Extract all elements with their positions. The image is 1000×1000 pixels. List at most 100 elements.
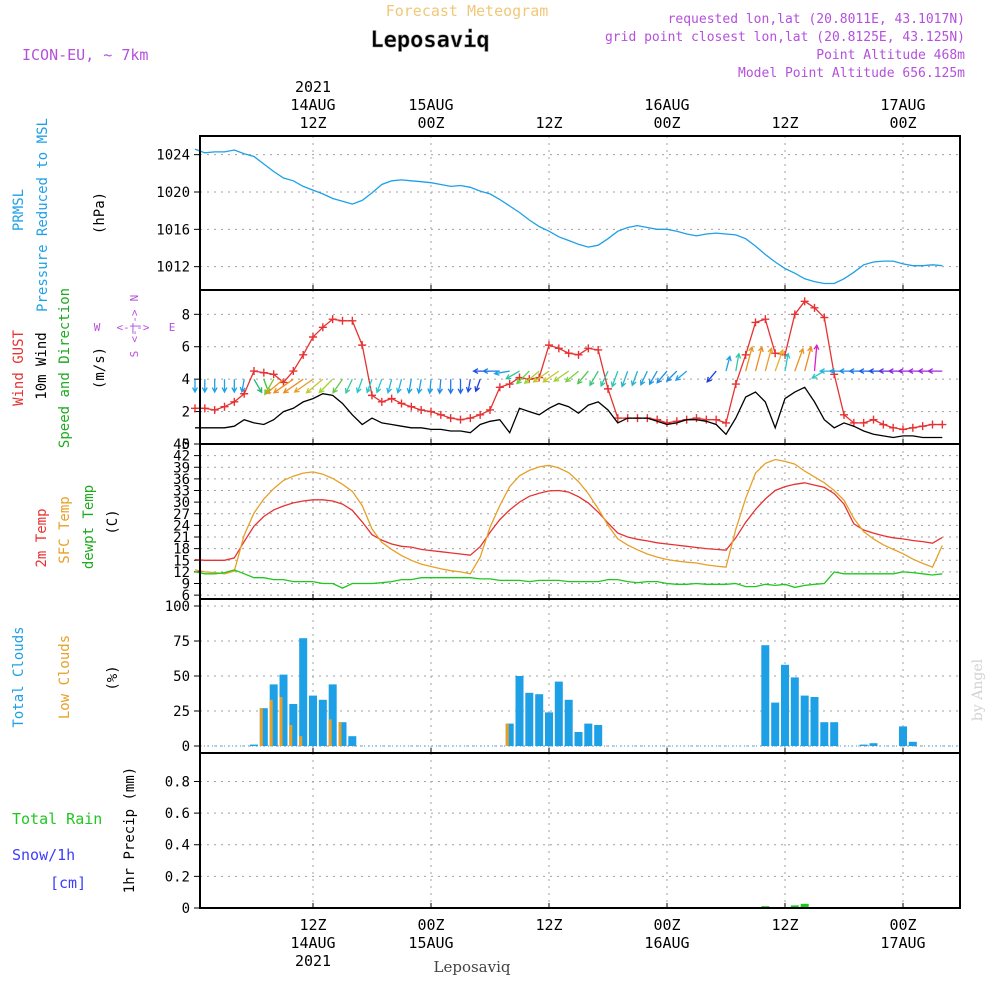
wind-direction-arrow	[493, 370, 510, 376]
cloud-unit: (%)	[105, 665, 121, 690]
gust-marker	[869, 415, 878, 424]
gust-marker	[486, 405, 494, 414]
rain-bar	[800, 903, 809, 908]
temp-dewpt-label: dewpt Temp	[81, 485, 97, 569]
bottom-axis-label: 12Z	[535, 916, 562, 934]
gust-marker	[663, 418, 671, 427]
total-cloud-bar	[525, 692, 534, 746]
temp-unit: (C)	[105, 509, 121, 534]
y-tick-label: 25	[173, 704, 190, 720]
bottom-axis-label: 2021	[295, 952, 331, 970]
total-cloud-bar	[269, 684, 278, 746]
total-cloud-bar	[899, 726, 907, 746]
gust-marker	[466, 414, 475, 423]
y-tick-label: 2	[182, 405, 190, 421]
pressure-label-prmsl: PRMSL	[11, 189, 27, 231]
snow-unit-label: [cm]	[50, 874, 86, 892]
temp-sfc-label: SFC Temp	[57, 496, 73, 563]
panel-4: 0 0.2 0.4 0.6 0.8	[165, 752, 961, 917]
y-tick-label: 1012	[156, 260, 190, 276]
meteogram-subtitle: Forecast Meteogram	[386, 2, 549, 20]
gust-marker	[200, 404, 209, 413]
gust-marker	[554, 344, 563, 353]
gust-marker	[751, 318, 760, 327]
wind-direction-arrow	[706, 370, 717, 383]
series-line-pressure	[194, 148, 943, 285]
total-cloud-bar	[908, 741, 917, 746]
compass-arrow-vertical: <-|->	[128, 309, 141, 342]
gust-marker	[840, 410, 848, 419]
total-cloud-bar	[338, 722, 347, 746]
gust-marker	[731, 380, 740, 389]
model-point-altitude: Model Point Altitude 656.125m	[738, 66, 965, 81]
wind-direction-arrow	[265, 378, 284, 395]
gust-marker	[240, 389, 249, 398]
wind-direction-arrow	[764, 346, 774, 372]
y-tick-label: 6	[182, 340, 190, 356]
wind-direction-arrow	[794, 347, 805, 372]
low-cloud-bar	[299, 736, 303, 746]
gust-marker	[358, 341, 367, 350]
gust-marker	[761, 315, 770, 324]
wind-direction-arrow	[926, 368, 943, 374]
total-cloud-bar	[545, 712, 553, 746]
bottom-axis-label: 12Z	[299, 916, 326, 934]
total-cloud-bar	[869, 743, 878, 746]
series-line-2m-temp	[194, 482, 943, 561]
gust-marker	[387, 394, 396, 403]
gust-marker	[928, 420, 937, 429]
y-tick-label: 42	[173, 449, 190, 465]
total-cloud-bar	[790, 677, 799, 746]
bottom-axis-label: 00Z	[417, 916, 444, 934]
y-tick-label: 75	[173, 634, 190, 650]
compass-e: E	[169, 321, 176, 334]
bottom-axis-label: 12Z	[771, 916, 798, 934]
wind-gust-label: Wind GUST	[11, 330, 27, 406]
total-clouds-label: Total Clouds	[11, 626, 27, 727]
total-cloud-bar	[800, 695, 809, 746]
wind-direction-arrow	[344, 378, 353, 395]
y-tick-label: 6	[182, 588, 190, 604]
rain-bar	[790, 905, 799, 908]
bottom-axis-label: 00Z	[653, 916, 680, 934]
gust-marker	[712, 415, 721, 424]
gust-marker	[574, 350, 583, 359]
gust-marker	[584, 344, 593, 353]
gust-marker	[427, 407, 435, 416]
low-cloud-bar	[328, 719, 332, 746]
gust-marker	[210, 405, 219, 414]
wind-direction-arrow	[813, 343, 820, 372]
wind-direction-arrow	[416, 379, 423, 395]
wind-direction-arrow	[386, 379, 393, 395]
gust-marker	[545, 341, 553, 350]
top-axis-label: 00Z	[653, 114, 680, 132]
gust-marker	[790, 310, 799, 319]
wind-direction-arrow	[630, 370, 639, 387]
wind-direction-arrow	[784, 352, 791, 372]
pressure-label-reduced: Pressure Reduced to MSL	[35, 118, 51, 312]
location-title: Leposaviq	[370, 28, 489, 53]
gust-marker	[800, 297, 809, 306]
wind-direction-arrow	[576, 370, 589, 385]
gust-marker	[269, 370, 278, 379]
gust-marker	[741, 350, 750, 359]
gust-marker	[289, 367, 298, 376]
total-cloud-bar	[554, 681, 563, 746]
top-axis-label: 12Z	[771, 114, 798, 132]
wind-direction-label: Speed and Direction	[57, 288, 73, 448]
gust-marker	[338, 316, 347, 325]
gust-marker	[348, 316, 357, 325]
gust-marker	[859, 418, 868, 427]
gust-marker	[564, 349, 573, 358]
gust-marker	[702, 415, 711, 424]
footer-location: Leposaviq	[434, 958, 511, 976]
wind-direction-arrow	[447, 379, 454, 395]
series-line-dewpt-temp	[194, 569, 943, 589]
top-axis-label: 15AUG	[408, 96, 453, 114]
total-cloud-bar	[584, 723, 593, 746]
gust-marker	[899, 425, 907, 434]
panel-frame	[199, 752, 961, 909]
low-cloud-bar	[269, 699, 273, 746]
